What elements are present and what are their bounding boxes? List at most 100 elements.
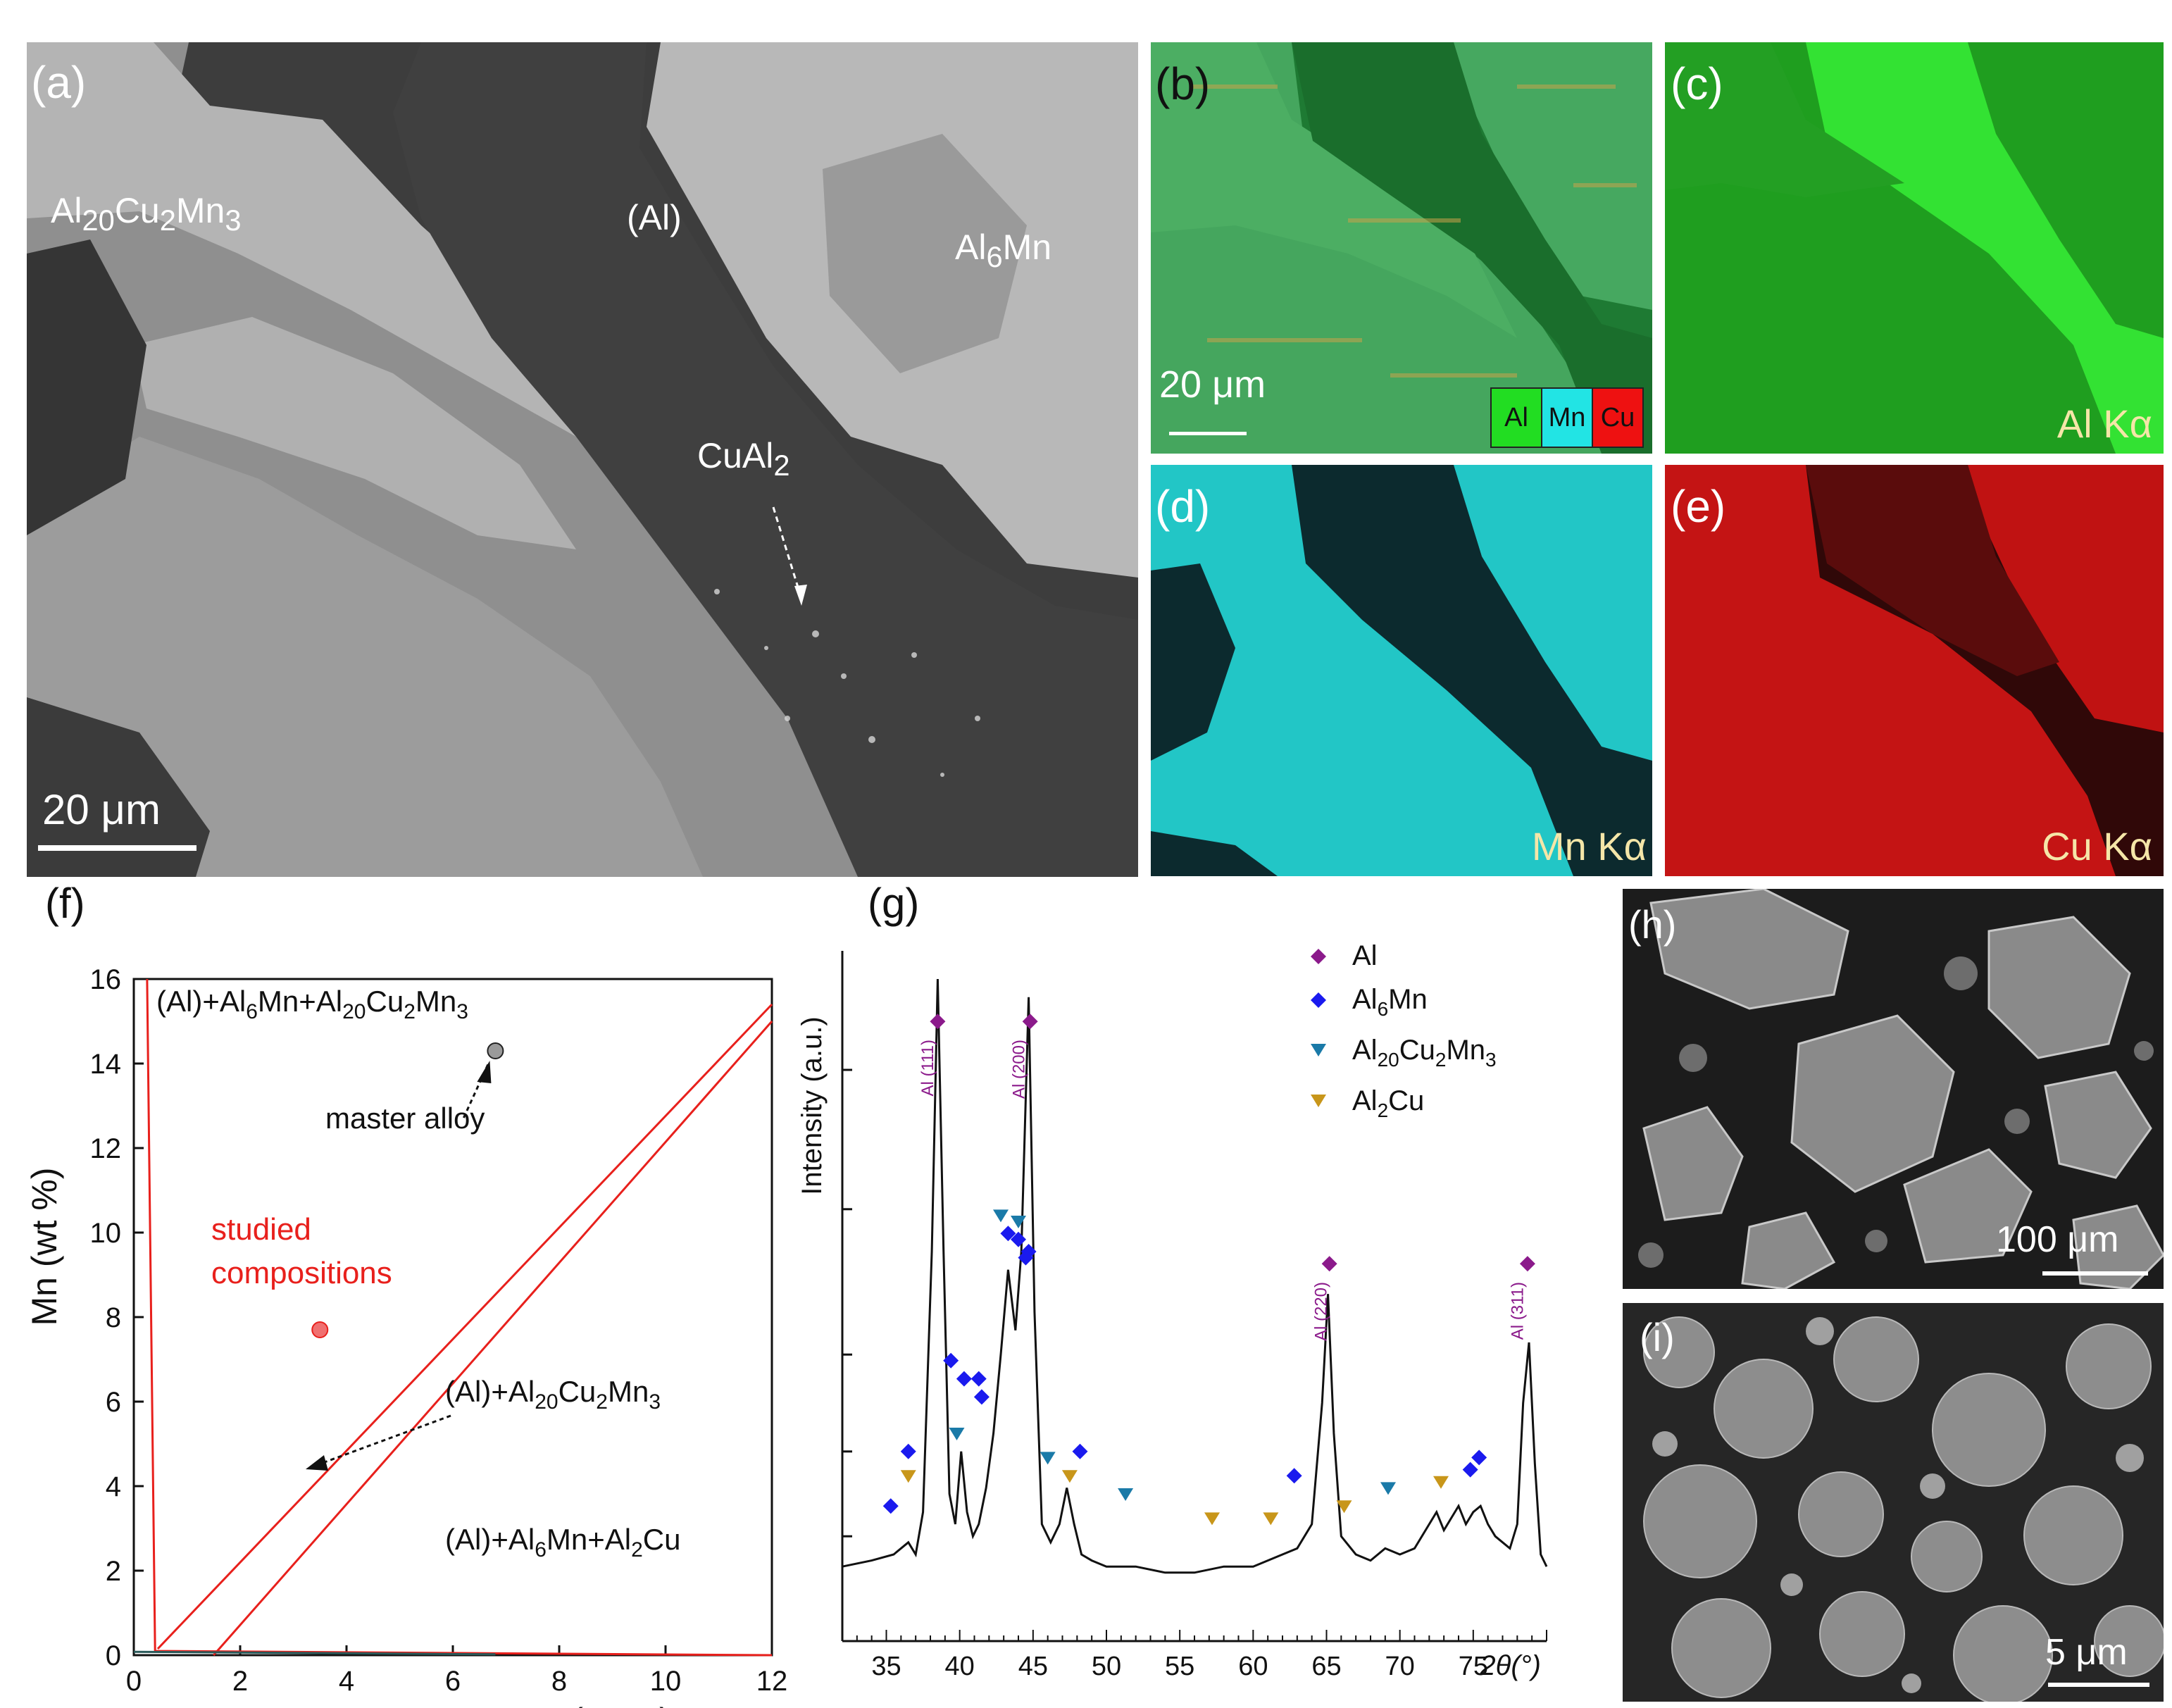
legend-cu: Cu — [1593, 389, 1642, 447]
legend-al: Al — [1492, 389, 1542, 447]
f-x-tick-label: 2 — [232, 1666, 248, 1697]
f-studied-label-2: compositions — [211, 1256, 392, 1290]
f-region-top: (Al)+Al6Mn+Al20Cu2Mn3 — [156, 985, 468, 1023]
mn-map — [1151, 465, 1652, 876]
g-marker-al20cu2mn3 — [1011, 1216, 1026, 1228]
g-marker-al — [930, 1014, 946, 1030]
g-marker-al — [1321, 1256, 1337, 1272]
legend-al6mn-text: Al6Mn — [1352, 984, 1428, 1020]
f-y-tick-label: 6 — [106, 1387, 121, 1418]
g-x-tick-label: 70 — [1385, 1652, 1415, 1681]
panel-i-scale-text: 5 μm — [2045, 1632, 2128, 1673]
g-marker-al6mn — [1462, 1461, 1478, 1478]
legend-al-symbol — [1311, 949, 1326, 964]
f-studied-point — [311, 1321, 329, 1338]
g-x-tick-label: 60 — [1238, 1652, 1268, 1681]
g-marker-al20cu2mn3 — [1118, 1488, 1134, 1501]
panel-d-caption: Mn Kα — [1531, 824, 1647, 868]
f-phase-boundary-line — [213, 1021, 773, 1656]
f-y-tick-label: 16 — [90, 964, 122, 995]
panel-h-scale-bar — [2042, 1271, 2148, 1276]
f-master-alloy-arrowhead — [477, 1061, 492, 1083]
g-marker-al2cu — [900, 1470, 916, 1483]
g-marker-al6mn — [1000, 1226, 1016, 1242]
g-x-tick-label: 65 — [1311, 1652, 1341, 1681]
panel-h-scale-text: 100 μm — [1996, 1219, 2119, 1260]
xrd-pattern-line — [842, 978, 1548, 1574]
panel-f-label: (f) — [45, 880, 85, 927]
f-master-alloy-label: master alloy — [325, 1102, 485, 1135]
legend-al6mn-symbol — [1311, 992, 1326, 1008]
g-marker-al6mn — [970, 1371, 987, 1387]
legend-al2cu-text: Al2Cu — [1352, 1085, 1424, 1121]
panel-b-scale-bar — [1169, 432, 1247, 435]
al-map — [1665, 42, 2164, 454]
f-x-axis-label: Cu (wt %) — [516, 1701, 670, 1708]
g-marker-al — [1519, 1256, 1535, 1272]
g-marker-al20cu2mn3 — [1380, 1482, 1396, 1495]
panel-b-label: (b) — [1155, 58, 1211, 109]
sem-powder-image — [1623, 889, 2164, 1289]
panel-h-label: (h) — [1628, 902, 1677, 947]
f-y-tick-label: 2 — [106, 1556, 121, 1587]
g-x-tick-label: 55 — [1165, 1652, 1194, 1681]
panel-a-label: (a) — [31, 57, 87, 108]
al20cu2mn3-annotation: Al20Cu2Mn3 — [51, 191, 242, 237]
sem-spheres-image — [1623, 1303, 2164, 1702]
panel-h-sem-powder: (h) 100 μm — [1623, 889, 2164, 1289]
g-marker-al — [1022, 1014, 1038, 1030]
bse-image — [27, 42, 1138, 877]
f-y-axis-label: Mn (wt %) — [25, 1168, 64, 1326]
f-master-alloy-point — [487, 1042, 504, 1059]
cu-map — [1665, 465, 2164, 876]
panel-i-scale-bar — [2048, 1683, 2149, 1687]
composite-map — [1151, 42, 1652, 454]
panel-d-mn-map: (d) Mn Kα — [1151, 465, 1652, 876]
xrd-legend: Al Al6Mn Al20Cu2Mn3 Al2Cu — [1352, 940, 1497, 1121]
g-marker-al6mn — [1471, 1450, 1487, 1466]
f-x-tick-label: 12 — [756, 1666, 788, 1697]
g-marker-al6mn — [1011, 1231, 1026, 1247]
g-marker-al2cu — [1204, 1512, 1220, 1526]
phase-diagram-chart: 0 2 4 6 8 10 12 0 2 4 6 8 10 12 14 16 Cu (wt %) Mn (wt %)… — [25, 964, 788, 1708]
g-y-axis-label: Intensity (a.u.) — [797, 1016, 828, 1195]
f-y-tick-label: 12 — [90, 1133, 122, 1164]
g-peak-label: Al (111) — [918, 1040, 937, 1096]
legend-al-text: Al — [1352, 940, 1378, 971]
g-marker-al6mn — [973, 1389, 990, 1405]
f-y-tick-label: 0 — [106, 1640, 121, 1671]
g-marker-al6mn — [1286, 1468, 1302, 1484]
panel-d-label: (d) — [1155, 481, 1211, 532]
legend-mn: Mn — [1542, 389, 1593, 447]
al-phase-annotation: (Al) — [627, 198, 682, 237]
panel-g-label: (g) — [868, 880, 920, 927]
panel-e-caption: Cu Kα — [2042, 824, 2152, 868]
panel-a-scale-bar — [38, 845, 196, 851]
panel-b-eds-composite: (b) 20 μm Al Mn Cu — [1151, 42, 1652, 454]
g-x-axis-label: 2θ(°) — [1479, 1650, 1541, 1681]
f-region-bottom: (Al)+Al6Mn+Al2Cu — [445, 1523, 681, 1561]
f-region-arrowhead — [306, 1455, 328, 1471]
legend-al20cu2mn3-symbol — [1311, 1044, 1326, 1056]
cual2-arrow — [772, 506, 807, 606]
f-studied-label-1: studied — [211, 1212, 311, 1247]
f-y-tick-label: 8 — [106, 1302, 121, 1333]
legend-al20cu2mn3-text: Al20Cu2Mn3 — [1352, 1035, 1497, 1071]
f-phase-boundary-line — [156, 1003, 773, 1650]
f-y-tick-label: 14 — [90, 1049, 122, 1080]
g-marker-al2cu — [1336, 1500, 1352, 1514]
g-marker-al2cu — [1061, 1470, 1078, 1483]
f-x-tick-label: 8 — [551, 1666, 567, 1697]
f-y-tick-label: 4 — [106, 1471, 121, 1502]
g-peak-label: Al (311) — [1509, 1282, 1528, 1340]
g-marker-al6mn — [1021, 1244, 1037, 1259]
panel-b-scale-text: 20 μm — [1159, 363, 1266, 406]
cual2-annotation: CuAl2 — [697, 436, 790, 482]
g-marker-al20cu2mn3 — [993, 1209, 1009, 1223]
panel-e-label: (e) — [1671, 481, 1726, 532]
g-x-tick-label: 75 — [1459, 1652, 1488, 1681]
f-region-middle: (Al)+Al20Cu2Mn3 — [445, 1375, 661, 1414]
f-x-tick-label: 6 — [445, 1666, 461, 1697]
panel-c-caption: Al Kα — [2056, 401, 2152, 446]
g-marker-al6mn — [956, 1371, 972, 1387]
